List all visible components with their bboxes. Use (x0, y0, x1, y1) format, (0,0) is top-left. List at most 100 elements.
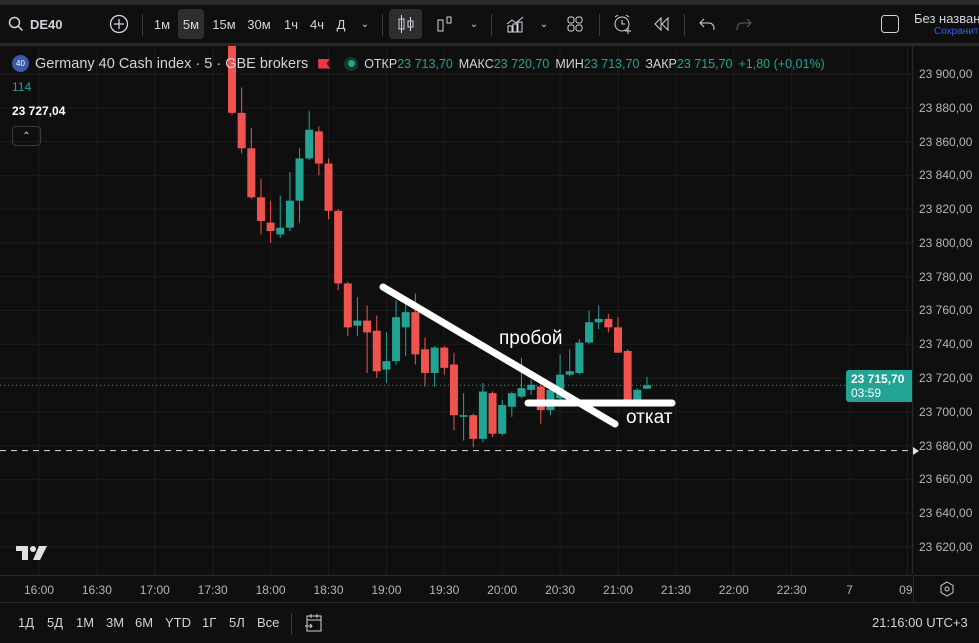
interval-5m[interactable]: 5м (178, 9, 204, 39)
interval-1m[interactable]: 1м (150, 9, 174, 39)
candle-body (585, 322, 594, 343)
chart-type-dropdown[interactable]: ⌄ (465, 9, 483, 39)
indicator-price: 23 727,04 (12, 104, 66, 118)
clock-timezone[interactable]: 21:16:00 UTC+3 (872, 615, 968, 630)
chart-settings-button[interactable] (913, 575, 979, 602)
countdown: 03:59 (851, 386, 882, 400)
interval-label: Д (336, 16, 346, 32)
candle-body (459, 415, 468, 417)
interval-30m[interactable]: 30м (244, 9, 274, 39)
range-1m[interactable]: 1М (76, 615, 95, 630)
alert-button[interactable] (609, 9, 637, 39)
candle-body (411, 312, 420, 355)
bottom-toolbar: 1Д 5Д 1М 3М 6М YTD 1Г 5Л Все 21:16:00 UT… (0, 603, 979, 643)
current-price: 23 715,70 (851, 372, 905, 386)
candle-body (604, 318, 613, 328)
candle-body (392, 317, 401, 362)
undo-icon (699, 18, 715, 30)
open-value: 23 713,70 (397, 56, 453, 71)
time-tick-label: 16:30 (81, 583, 112, 597)
candle-body (498, 405, 507, 434)
current-price-label: 23 715,70 03:59 (846, 370, 912, 402)
candlestick-chart[interactable] (0, 46, 912, 575)
interval-4h[interactable]: 4ч (306, 9, 328, 39)
candle-body (382, 361, 391, 370)
chevron-down-icon: ⌄ (539, 18, 549, 30)
indicators-button[interactable] (502, 9, 528, 39)
interval-15m[interactable]: 15м (209, 9, 239, 39)
candle-body (430, 347, 439, 373)
range-1y[interactable]: 1Г (202, 615, 217, 630)
range-ytd[interactable]: YTD (165, 615, 191, 630)
pullback-annotation[interactable]: откат (626, 407, 673, 428)
tradingview-logo[interactable] (16, 546, 47, 560)
collapse-legend-button[interactable]: ⌃ (12, 126, 41, 146)
plus-circle-icon (109, 14, 129, 34)
interval-label: 15м (212, 16, 236, 32)
candle-body (276, 227, 285, 235)
redo-button[interactable] (731, 9, 757, 39)
interval-label: 30м (247, 16, 271, 32)
symbol-search-button[interactable]: DE40 (8, 9, 68, 39)
price-tick-label: 23 660,00 (919, 472, 973, 487)
price-tick-label: 23 740,00 (919, 337, 973, 352)
candle-body (334, 210, 343, 284)
range-6m[interactable]: 6М (135, 615, 154, 630)
candle-body (285, 200, 294, 228)
chart-legend: 40 Germany 40 Cash index · 5 · GBE broke… (12, 55, 825, 72)
time-tick-label: 22:30 (776, 583, 807, 597)
bar-style-icon (437, 16, 452, 32)
symbol-title[interactable]: Germany 40 Cash index · 5 · GBE brokers (35, 55, 309, 72)
interval-label: 1ч (283, 16, 298, 32)
candles-chart-type-button[interactable] (389, 9, 422, 39)
layout-button[interactable] (562, 9, 588, 39)
time-tick-label: 17:00 (139, 583, 170, 597)
flag-icon[interactable] (318, 58, 331, 69)
change-value: +1,80 (+0,01%) (738, 56, 825, 71)
bar-style-button[interactable] (432, 9, 458, 39)
candle-body (363, 320, 372, 333)
layout-title-button[interactable]: Без назван Сохранить (914, 11, 979, 37)
range-5y[interactable]: 5Л (229, 615, 245, 630)
candle-body (623, 350, 632, 400)
breakout-annotation[interactable]: пробой (499, 328, 563, 349)
low-label: МИН (555, 56, 584, 71)
candle-body (237, 112, 246, 149)
price-tick-label: 23 620,00 (919, 539, 973, 554)
undo-button[interactable] (694, 9, 720, 39)
compare-symbol-button[interactable] (107, 9, 131, 39)
low-value: 23 713,70 (583, 56, 640, 71)
time-axis[interactable]: 16:00 16:30 17:00 17:30 18:00 18:30 19:00 19:30… (0, 575, 916, 602)
chart-area[interactable] (0, 46, 912, 575)
rewind-icon (654, 16, 669, 32)
candle-body (527, 384, 536, 390)
time-tick-label: 21:30 (660, 583, 691, 597)
candle-body (421, 349, 429, 373)
candle-body (556, 374, 565, 399)
time-tick-label: 18:00 (255, 583, 286, 597)
range-5d[interactable]: 5Д (47, 615, 64, 630)
interval-1h[interactable]: 1ч (280, 9, 302, 39)
price-tick-label: 23 780,00 (919, 269, 973, 284)
indicators-dropdown[interactable]: ⌄ (536, 9, 552, 39)
price-tick-label: 23 640,00 (919, 506, 973, 521)
range-all[interactable]: Все (257, 615, 280, 630)
price-axis[interactable]: 23 900,00 23 880,00 23 860,00 23 840,00 23 8… (912, 46, 979, 575)
interval-label: 4ч (309, 16, 324, 32)
interval-dropdown[interactable]: ⌄ (356, 9, 374, 39)
candle-body (266, 222, 275, 232)
top-toolbar: DE40 1м 5м 15м 30м 1ч 4ч Д ⌄ ⌄ ⌄ Без наз… (0, 5, 979, 43)
indicator-value: 114 (12, 80, 32, 94)
goto-date-icon[interactable] (305, 613, 323, 633)
range-3m[interactable]: 3М (106, 615, 125, 630)
range-1d[interactable]: 1Д (18, 615, 35, 630)
layout-select-checkbox[interactable] (878, 9, 902, 39)
time-tick-label: 22:00 (718, 583, 749, 597)
candle-body (228, 46, 236, 113)
candle-body (469, 415, 478, 439)
interval-label: 5м (182, 16, 200, 32)
interval-day[interactable]: Д (332, 9, 350, 39)
save-link[interactable]: Сохранить (934, 26, 979, 37)
price-tick-label: 23 880,00 (919, 100, 973, 115)
replay-button[interactable] (648, 9, 674, 39)
